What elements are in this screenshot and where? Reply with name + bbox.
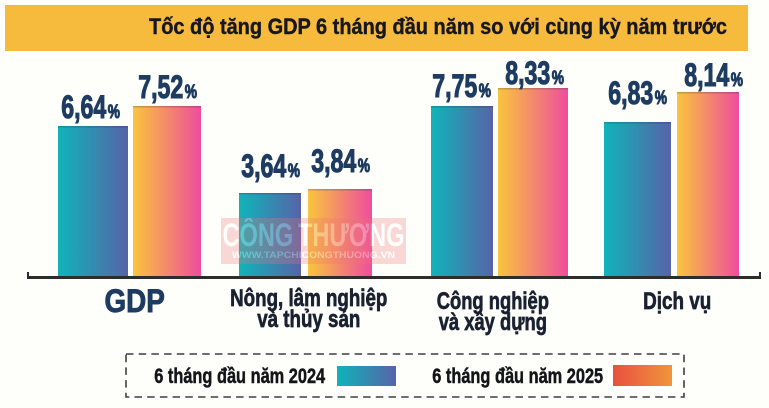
svg-text:CÔNG THƯƠNG: CÔNG THƯƠNG <box>223 218 405 253</box>
svg-text:WWW.TAPCHICONGTHUONG.VN: WWW.TAPCHICONGTHUONG.VN <box>232 250 395 261</box>
